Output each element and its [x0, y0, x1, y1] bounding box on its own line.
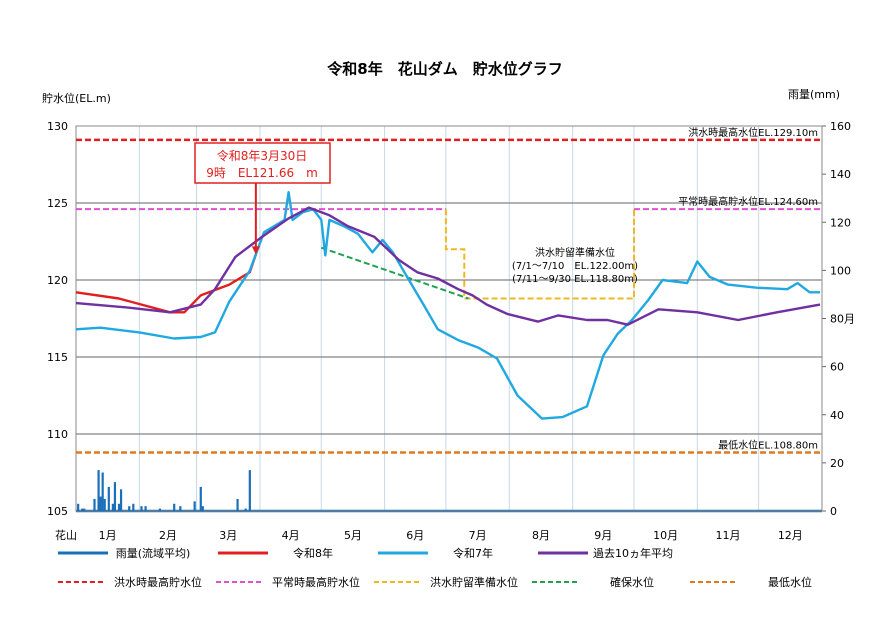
x-tick-label: 5月	[344, 529, 362, 542]
y2-tick-label: 80月	[830, 313, 855, 326]
series-line-2	[75, 190, 820, 420]
rain-bar	[111, 503, 114, 511]
x-tick-label: 7月	[469, 529, 487, 542]
legend-label: 確保水位	[610, 575, 654, 589]
x-tick-label: 1月	[99, 529, 117, 542]
flood-prep-label: 洪水貯留準備水位	[535, 246, 615, 259]
legend-label: 洪水時最高貯水位	[114, 575, 202, 589]
legend-label: 最低水位	[768, 575, 812, 589]
legend-label: 令和7年	[453, 546, 493, 560]
flood-prep-label: (7/1～7/10 EL.122.00m)	[512, 261, 638, 272]
rain-bar	[128, 506, 131, 511]
annotation: 令和8年3月30日 9時 EL121.66 m	[194, 142, 331, 255]
y-tick-label: 130	[47, 120, 68, 133]
y2-tick-label: 100	[830, 264, 851, 277]
x-tick-label: 4月	[282, 529, 300, 542]
x-tick-label: 10月	[653, 529, 678, 542]
annotation-box	[194, 142, 331, 184]
rain-bar	[103, 498, 106, 511]
rain-bar	[158, 508, 161, 511]
secure-level-line	[320, 246, 469, 300]
rain-bar	[140, 506, 143, 511]
rain-bar	[77, 503, 80, 511]
y-tick-label: 120	[47, 274, 68, 287]
legend-label: 平常時最高貯水位	[272, 575, 360, 589]
x-tick-label: 8月	[532, 529, 550, 542]
x-tick-label: 2月	[159, 529, 177, 542]
flood-max-label: 洪水時最高水位EL.129.10m	[688, 126, 818, 139]
rain-bar	[244, 508, 247, 511]
x-tick-label: 6月	[406, 529, 424, 542]
rain-bar	[248, 470, 251, 511]
rain-bar	[119, 489, 123, 511]
min-level-label: 最低水位EL.108.80m	[718, 438, 818, 451]
x-tick-label: 11月	[715, 529, 740, 542]
rain-bar	[179, 506, 182, 511]
rain-bar	[173, 503, 176, 511]
annotation-arrowhead	[251, 246, 260, 255]
flood-prep-line	[444, 209, 635, 300]
rain-bar	[201, 506, 204, 511]
y-tick-label: 115	[47, 351, 68, 364]
rain-bar	[81, 508, 84, 511]
y2-tick-label: 120	[830, 216, 851, 229]
y2-axis-label: 雨量(mm)	[788, 88, 840, 101]
rain-bar	[101, 472, 104, 511]
x-tick-label: 9月	[594, 529, 612, 542]
y-tick-label: 105	[47, 505, 68, 518]
rain-bar	[199, 486, 202, 511]
normal-max-label: 平常時最高貯水位EL.124.60m	[678, 195, 818, 208]
rain-bar	[93, 498, 96, 511]
y2-tick-label: 0	[830, 505, 837, 518]
legend-label: 令和8年	[293, 546, 333, 560]
rain-bar	[107, 486, 110, 511]
annotation-date: 令和8年3月30日	[217, 148, 308, 163]
legend-label: 雨量(流域平均)	[116, 546, 191, 560]
series-line-3	[75, 206, 821, 326]
y2-tick-label: 20	[830, 457, 844, 470]
x-tick-label: 12月	[778, 529, 803, 542]
legend-label: 過去10ヵ年平均	[593, 546, 673, 560]
rain-bar	[193, 501, 196, 511]
y2-tick-label: 140	[830, 168, 851, 181]
y2-tick-label: 160	[830, 120, 851, 133]
rain-bar	[132, 503, 135, 511]
rain-bar	[144, 506, 147, 511]
rain-bar	[236, 498, 239, 511]
y2-tick-label: 40	[830, 409, 844, 422]
legend-label: 洪水貯留準備水位	[430, 575, 518, 589]
plot-frame	[75, 125, 823, 512]
x-corner-label: 花山	[55, 529, 77, 542]
x-tick-label: 3月	[219, 529, 237, 542]
y-tick-label: 110	[47, 428, 68, 441]
y-axis-label: 貯水位(EL.m)	[42, 91, 111, 105]
rain-bar	[117, 503, 121, 511]
y-tick-label: 125	[47, 197, 68, 210]
rain-bar	[99, 496, 102, 511]
annotation-value: 9時 EL121.66 m	[206, 166, 318, 180]
flood-prep-label: (7/11～9/30 EL.118.80m)	[512, 274, 638, 285]
chart-title: 令和8年 花山ダム 貯水位グラフ	[327, 60, 562, 78]
y2-tick-label: 60	[830, 361, 844, 374]
rain-bar	[113, 482, 117, 511]
rain-bar	[83, 508, 86, 511]
rain-bar	[97, 470, 100, 511]
